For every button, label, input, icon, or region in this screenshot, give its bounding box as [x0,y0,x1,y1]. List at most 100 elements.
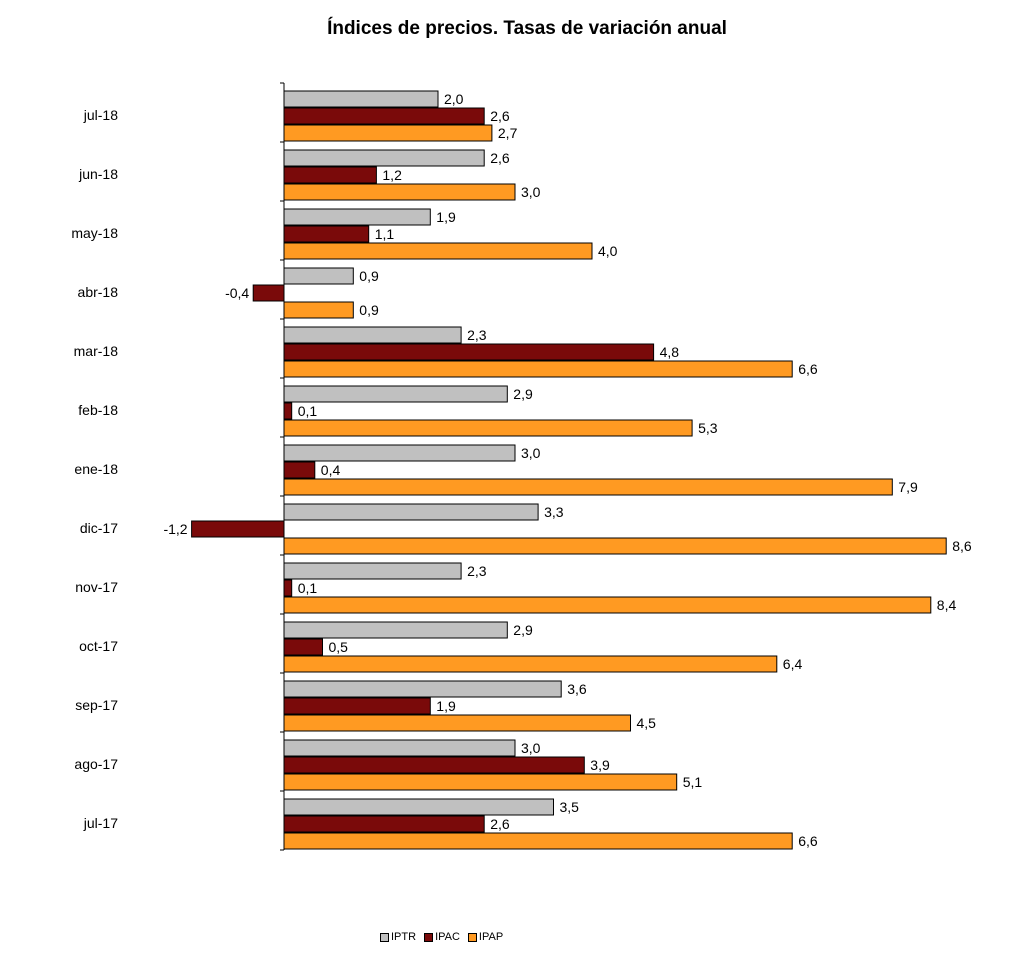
bar-iptr [283,385,508,403]
category-label: jul-18 [83,107,118,123]
data-label-iptr: 1,9 [436,209,456,225]
bar-ipap [283,773,678,791]
category-label: sep-17 [75,697,118,713]
category-label: ago-17 [74,756,118,772]
legend-swatch [380,932,389,942]
data-label-ipac: 1,9 [436,698,456,714]
data-label-ipac: 0,1 [298,403,318,419]
data-label-ipap: 4,0 [598,243,618,259]
data-label-iptr: 3,3 [544,504,564,520]
data-label-ipac: 0,4 [321,462,341,478]
bar-ipac [283,579,293,597]
data-label-ipac: 1,2 [382,167,402,183]
bar-ipap [283,714,631,732]
data-label-ipap: 0,9 [359,302,379,318]
bar-iptr [283,326,462,344]
data-label-ipac: -1,2 [163,521,187,537]
bar-iptr [283,267,354,285]
bar-ipac [283,166,377,184]
data-label-ipac: 0,5 [329,639,349,655]
category-label: dic-17 [80,520,118,536]
bar-iptr [283,621,508,639]
data-label-iptr: 3,5 [560,799,580,815]
bar-iptr [283,444,516,462]
data-label-iptr: 2,3 [467,563,487,579]
bar-ipac [283,815,485,833]
category-label: jun-18 [78,166,118,182]
bar-ipac [191,520,285,538]
data-label-iptr: 3,0 [521,740,541,756]
category-label: feb-18 [78,402,118,418]
legend: IPTR IPAC IPAP [380,931,503,943]
category-label: may-18 [71,225,118,241]
data-label-ipac: 2,6 [490,108,510,124]
bar-iptr [283,798,554,816]
bar-ipap [283,124,493,142]
bar-ipac [283,225,370,243]
bar-ipac [283,402,293,420]
data-label-ipap: 4,5 [637,715,657,731]
category-label: abr-18 [78,284,119,300]
bar-iptr [283,208,431,226]
bar-ipap [283,832,793,850]
bar-ipac [252,284,285,302]
data-label-iptr: 3,6 [567,681,587,697]
bar-ipap [283,596,932,614]
data-label-iptr: 2,0 [444,91,464,107]
data-label-ipap: 6,6 [798,833,818,849]
bar-iptr [283,149,485,167]
data-label-ipap: 3,0 [521,184,541,200]
data-label-ipap: 6,4 [783,656,803,672]
category-label: nov-17 [75,579,118,595]
bar-ipap [283,360,793,378]
bar-iptr [283,90,439,108]
bar-ipac [283,343,655,361]
bar-chart: jul-182,02,62,7jun-182,61,23,0may-181,91… [71,82,972,851]
bar-ipap [283,478,893,496]
legend-label: IPAP [478,931,504,943]
data-label-iptr: 2,6 [490,150,510,166]
data-label-ipap: 7,9 [898,479,918,495]
category-label: jul-17 [83,815,118,831]
data-label-iptr: 0,9 [359,268,379,284]
bar-ipap [283,419,693,437]
bar-ipac [283,697,431,715]
legend-label: IPTR [391,931,417,943]
bar-iptr [283,562,462,580]
bar-ipap [283,242,593,260]
legend-swatch [424,932,434,942]
data-label-ipap: 8,4 [937,597,957,613]
data-label-iptr: 2,3 [467,327,487,343]
bar-ipap [283,301,354,319]
bar-iptr [283,503,539,521]
data-label-ipap: 5,3 [698,420,718,436]
legend-item-iptr: IPTR [380,931,416,943]
bar-ipac [283,107,485,125]
data-label-iptr: 2,9 [513,622,533,638]
data-label-ipap: 5,1 [683,774,703,790]
data-label-ipap: 8,6 [952,538,972,554]
category-label: oct-17 [79,638,118,654]
data-label-ipac: 4,8 [660,344,680,360]
chart-title: Índices de precios. Tasas de variación a… [327,18,727,39]
legend-swatch [467,932,477,942]
legend-item-ipap: IPAP [467,931,504,943]
category-label: mar-18 [74,343,119,359]
bar-ipac [283,638,323,656]
data-label-ipac: 1,1 [375,226,395,242]
data-label-ipap: 6,6 [798,361,818,377]
bar-ipap [283,655,778,673]
data-label-ipac: 0,1 [298,580,318,596]
data-label-ipap: 2,7 [498,125,518,141]
bar-ipac [283,461,316,479]
legend-label: IPAC [435,931,460,943]
data-label-ipac: 3,9 [590,757,610,773]
bar-iptr [283,739,516,757]
bar-ipap [283,537,947,555]
data-label-ipac: -0,4 [225,285,249,301]
data-label-iptr: 3,0 [521,445,541,461]
bar-ipac [283,756,585,774]
data-label-iptr: 2,9 [513,386,533,402]
bar-ipap [283,183,516,201]
data-label-ipac: 2,6 [490,816,510,832]
